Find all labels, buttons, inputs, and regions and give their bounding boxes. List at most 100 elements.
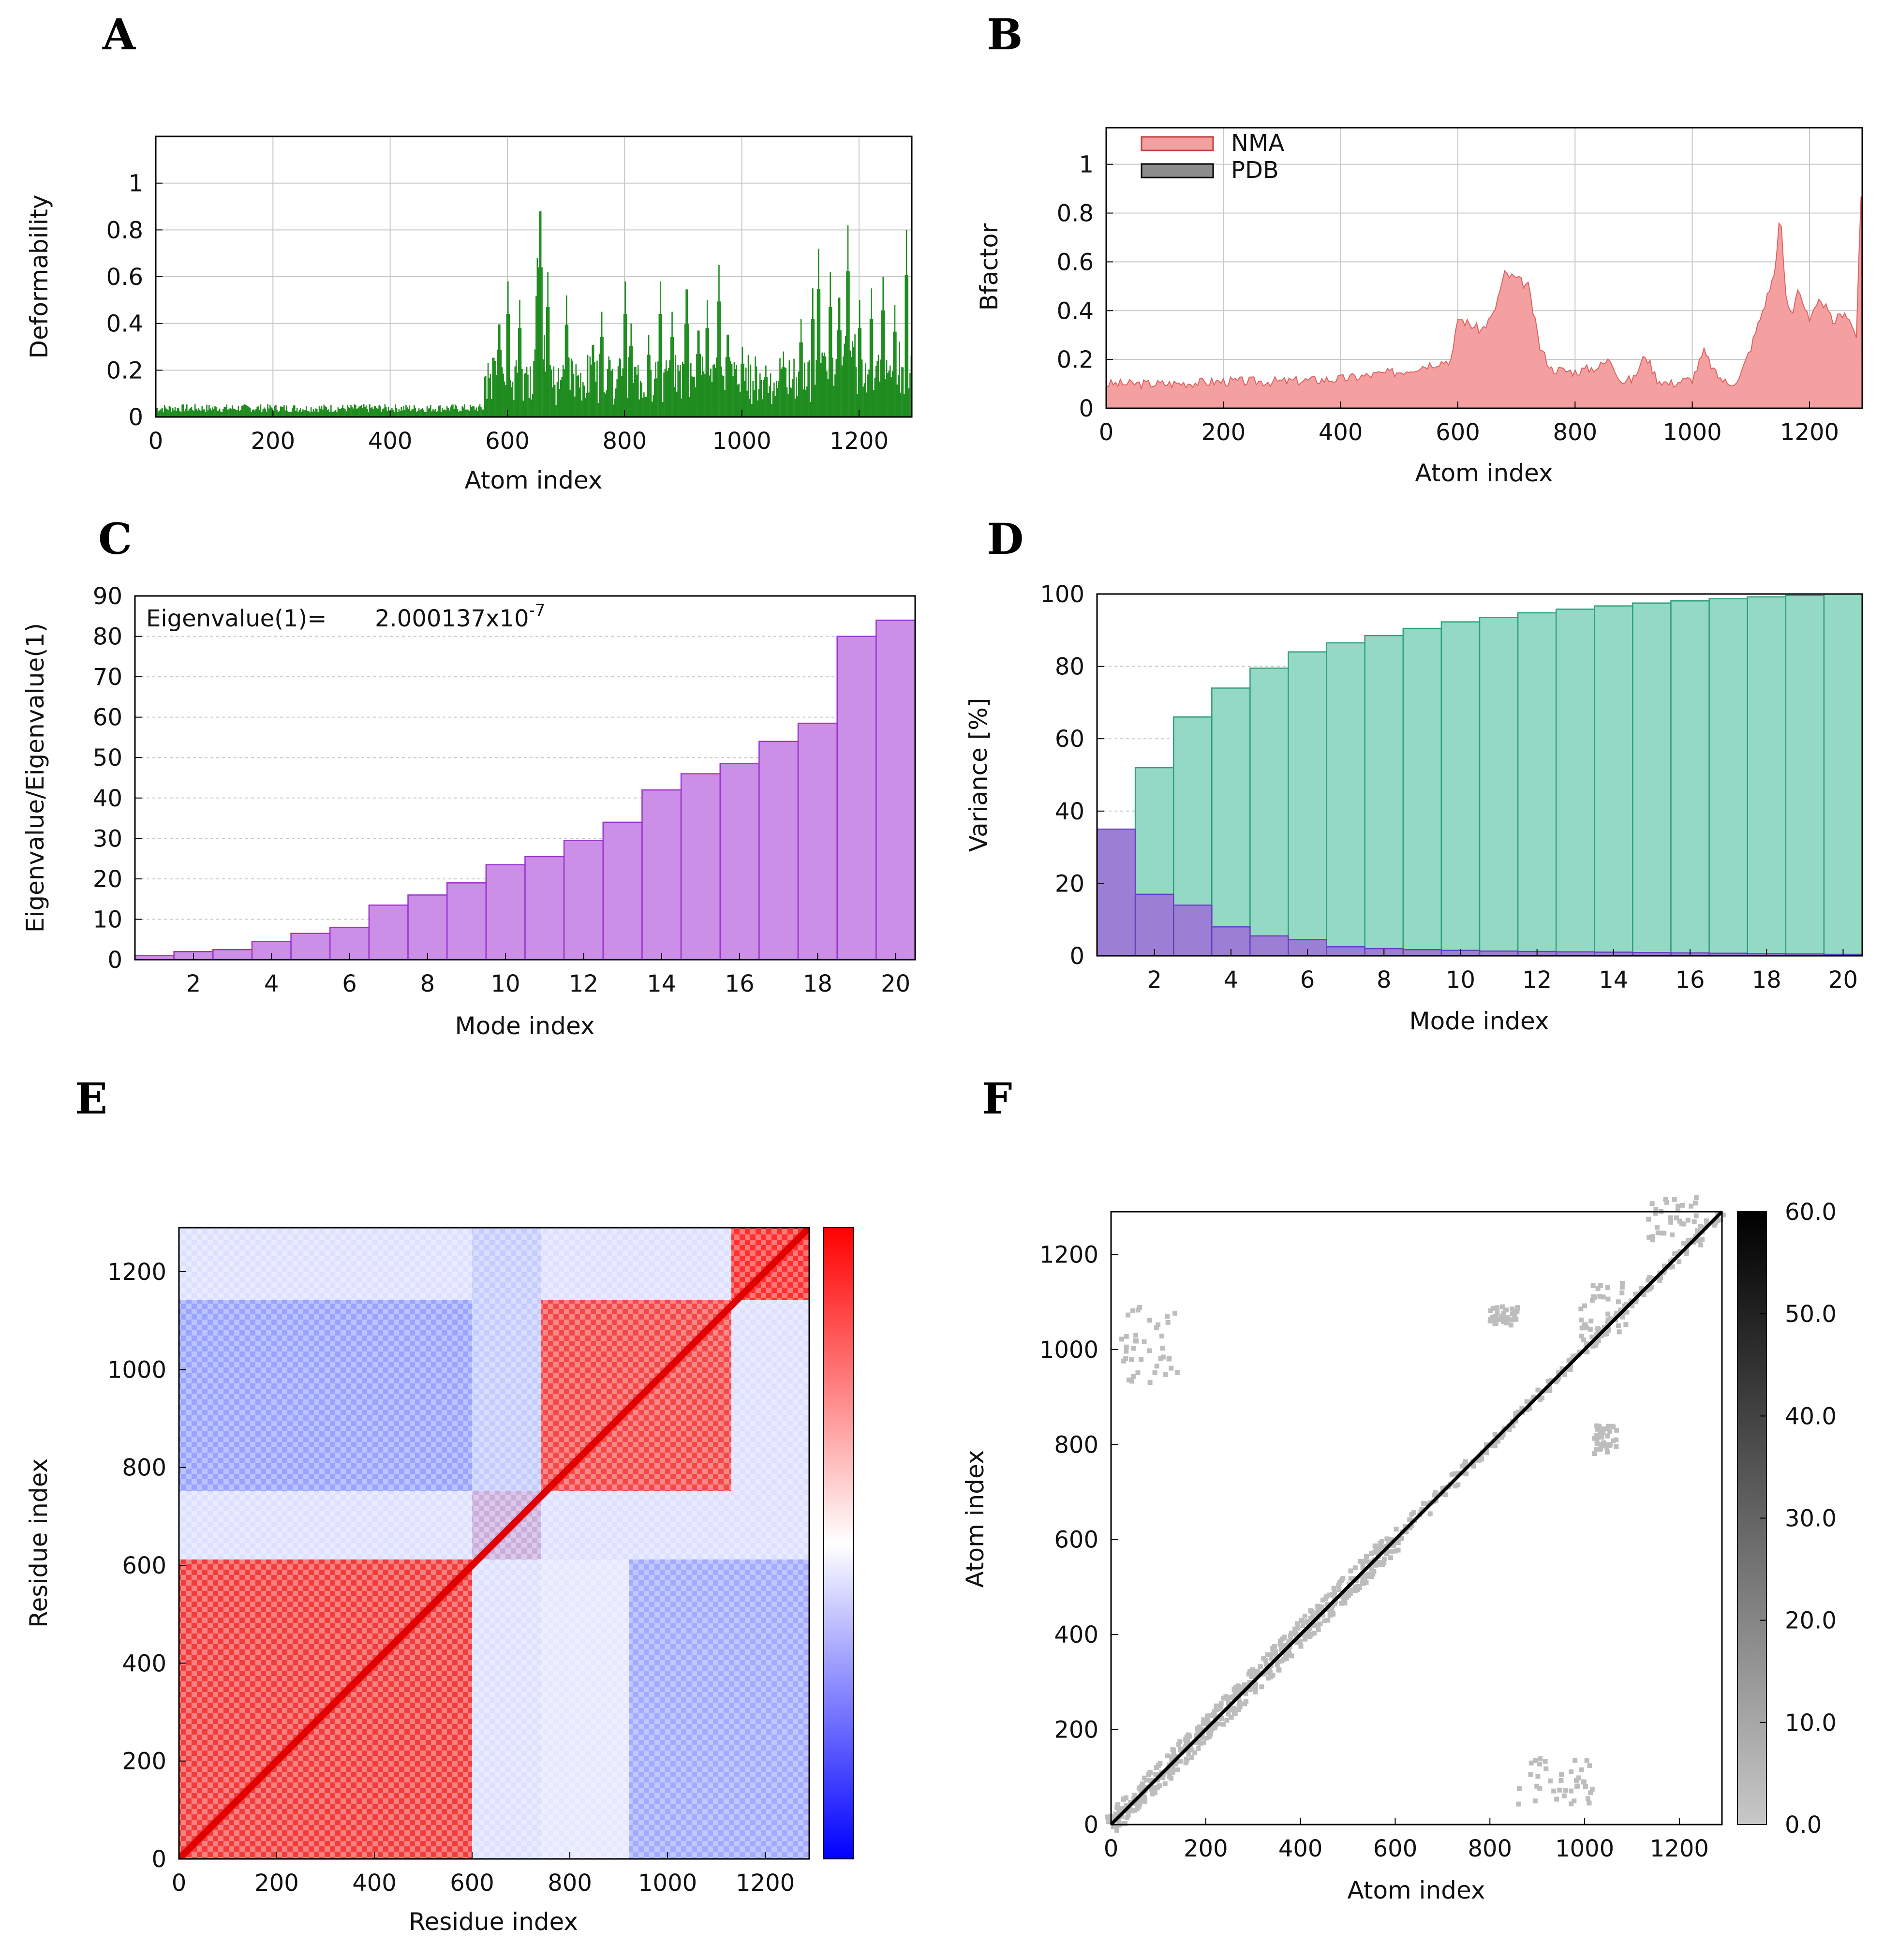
contact-cell [1582,1303,1587,1308]
deformability-bar [546,307,548,417]
contact-cell [1584,1758,1589,1763]
deformability-bar [662,401,664,417]
contact-cell [1198,1740,1203,1746]
deformability-bar [905,230,907,417]
deformability-bar [745,367,747,417]
contact-cell [1579,1767,1584,1772]
deformability-bar [779,358,781,417]
contact-cell [1619,1284,1625,1290]
contact-cell [1502,1316,1508,1322]
deformability-bar [636,374,638,417]
deformability-bar [410,411,412,417]
deformability-bar [642,398,644,417]
deformability-bar [871,288,872,417]
contact-cell [1597,1293,1602,1299]
panel-c-xtick-label: 10 [491,970,520,997]
contact-cell [1605,1449,1610,1455]
contact-cell [1602,1332,1607,1337]
contact-cell [1493,1443,1498,1449]
panel-b-xtick-label: 800 [1553,419,1597,446]
contact-cell [1142,1798,1147,1803]
contact-cell [1130,1374,1136,1379]
deformability-bar [439,405,441,417]
deformability-bar [663,372,665,417]
deformability-bar [467,409,469,417]
deformability-bar [700,374,702,417]
contact-cell [1594,1441,1600,1446]
deformability-bar [255,409,257,417]
deformability-bar [292,408,293,417]
panel-c-ytick-label: 90 [93,583,122,610]
contact-cell [1322,1618,1327,1623]
deformability-bar [176,411,177,417]
contact-cell [1299,1618,1304,1623]
contact-cell [1139,1357,1144,1362]
contact-cell [1399,1536,1405,1541]
contact-cell [1693,1195,1699,1200]
contact-cell [1715,1218,1721,1223]
contact-cell [1330,1611,1335,1617]
deformability-bar [666,360,667,417]
deformability-bar [414,405,415,417]
contact-cell [1210,1726,1215,1731]
contact-cell [1298,1644,1304,1649]
contact-cell [1527,1406,1532,1411]
contact-cell [1173,1761,1178,1767]
panel-f-xtick-label: 0 [1104,1835,1119,1862]
contact-cell [1463,1459,1468,1464]
deformability-bar [904,394,905,417]
contact-cell [1158,1356,1163,1361]
contact-cell [1579,1317,1584,1322]
deformability-bar [678,371,680,417]
deformability-bar [214,406,216,417]
contact-cell [1253,1682,1259,1687]
contact-cell [1608,1316,1613,1322]
contact-cell [1392,1540,1397,1545]
deformability-bar [377,408,379,417]
deformability-bar [770,373,771,417]
panel-b-ytick-label: 0.4 [1057,297,1094,325]
deformability-bar [832,357,833,417]
contact-cell [1557,1787,1562,1793]
deformability-bar [528,398,530,417]
deformability-bar [570,358,572,417]
deformability-bar [210,410,212,417]
contact-cell [1593,1343,1598,1348]
contact-cell [1402,1524,1408,1529]
contact-cell [1324,1593,1329,1599]
deformability-bar [569,389,571,417]
deformability-bar [902,367,904,417]
deformability-bar [589,356,591,417]
contact-cell [1575,1783,1580,1789]
contact-cell [1119,1806,1124,1812]
deformability-bar [306,405,307,417]
deformability-bar [844,343,846,417]
deformability-bar [274,405,276,417]
panel-c-xtick-label: 12 [569,970,598,997]
deformability-bar [362,408,364,417]
eigenvalue-bar [485,864,526,961]
contact-cell [1277,1642,1283,1647]
legend-label-nma: NMA [1231,130,1284,157]
deformability-bar [793,358,795,417]
contact-cell [1204,1736,1209,1741]
contact-cell [1407,1517,1412,1522]
contact-cell [1624,1309,1630,1315]
panel-d-xlabel: Mode index [1409,1007,1549,1035]
contact-cell [1614,1444,1619,1449]
panel-d-ytick-label: 0 [1069,943,1084,970]
deformability-bar [757,400,758,417]
deformability-bar [882,277,884,417]
deformability-bar [741,363,742,417]
contact-cell [1576,1775,1581,1781]
deformability-bar [404,410,406,417]
contact-cell [1292,1626,1298,1632]
deformability-bar [525,372,526,417]
deformability-bar [198,408,199,417]
cumulative-variance-bar [1364,635,1404,957]
deformability-bar [709,375,711,417]
deformability-bar [324,406,326,417]
contact-cell [1589,1298,1595,1303]
panel-letter-e: E [75,1073,107,1124]
contact-cell [1395,1540,1401,1545]
